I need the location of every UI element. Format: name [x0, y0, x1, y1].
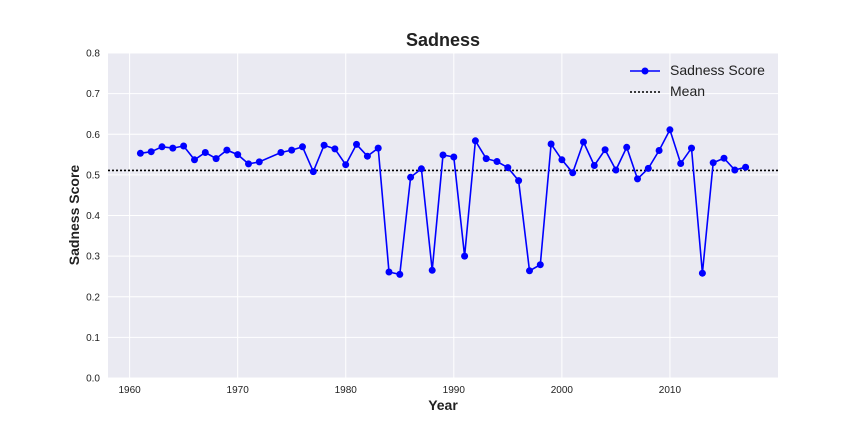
data-point — [331, 145, 339, 153]
data-point — [623, 143, 631, 151]
x-tick-label: 1980 — [335, 385, 358, 396]
y-tick-label: 0.5 — [86, 170, 100, 181]
x-tick-label: 2000 — [551, 385, 574, 396]
data-point — [580, 138, 587, 146]
data-point — [223, 146, 231, 154]
data-point — [288, 146, 296, 154]
data-point — [634, 175, 641, 183]
data-point — [136, 149, 144, 157]
legend-series-label: Sadness Score — [670, 62, 765, 78]
x-tick-label: 2010 — [659, 385, 682, 396]
data-point — [612, 166, 620, 174]
y-tick-label: 0.7 — [86, 89, 100, 100]
y-tick-label: 0.4 — [86, 211, 100, 222]
y-tick-label: 0.0 — [86, 374, 100, 385]
data-point — [374, 144, 382, 152]
data-point — [191, 156, 198, 164]
data-point — [158, 143, 166, 151]
legend: Sadness Score Mean — [630, 62, 765, 99]
data-point — [407, 173, 415, 181]
data-point — [385, 268, 393, 276]
data-point — [234, 151, 242, 159]
data-point — [309, 168, 317, 176]
data-point — [245, 160, 252, 168]
data-point — [320, 141, 328, 149]
x-axis-ticks: 1960 1970 1980 1990 2000 2010 — [118, 385, 681, 396]
data-point — [504, 164, 512, 172]
data-point — [342, 161, 350, 169]
legend-mean-label: Mean — [670, 83, 705, 99]
data-point — [201, 149, 209, 156]
data-point — [482, 155, 490, 163]
data-point — [417, 165, 425, 173]
data-point — [353, 140, 360, 148]
y-tick-label: 0.8 — [86, 49, 100, 60]
data-point — [644, 164, 652, 172]
data-point — [547, 140, 555, 148]
data-point — [536, 261, 544, 269]
data-point — [169, 144, 177, 152]
y-tick-label: 0.2 — [86, 292, 100, 303]
y-axis-ticks: 0.0 0.1 0.2 0.3 0.4 0.5 0.6 0.7 0.8 — [86, 49, 100, 385]
data-point — [666, 126, 674, 134]
y-tick-label: 0.3 — [86, 252, 100, 263]
data-point — [698, 269, 706, 277]
data-point — [363, 152, 371, 160]
data-point — [212, 155, 220, 163]
data-point — [709, 159, 717, 167]
data-point — [655, 147, 663, 154]
series-group — [136, 126, 750, 278]
x-axis-label: Year — [428, 397, 458, 413]
data-point — [299, 143, 306, 151]
y-axis-label: Sadness Score — [66, 165, 82, 266]
y-tick-label: 0.6 — [86, 130, 100, 141]
data-point — [255, 158, 263, 166]
data-point — [147, 148, 155, 156]
data-point — [601, 146, 609, 154]
data-point — [439, 151, 447, 159]
data-point — [558, 156, 566, 164]
x-tick-label: 1970 — [227, 385, 250, 396]
data-point — [590, 162, 598, 169]
data-point — [742, 163, 750, 171]
data-point — [720, 154, 728, 162]
data-point — [688, 144, 695, 152]
data-point — [180, 142, 188, 150]
data-point — [569, 169, 577, 177]
data-point — [731, 166, 739, 174]
data-point — [526, 267, 533, 275]
data-point — [277, 149, 285, 156]
data-point — [428, 266, 436, 274]
grid — [108, 52, 778, 379]
data-point — [450, 153, 458, 161]
data-point — [493, 158, 501, 165]
x-tick-label: 1990 — [443, 385, 466, 396]
data-point — [396, 270, 404, 278]
y-tick-label: 0.1 — [86, 333, 100, 344]
data-point — [515, 177, 523, 185]
legend-series-marker — [641, 67, 649, 75]
data-point — [471, 137, 479, 145]
data-point — [461, 252, 469, 260]
data-point — [677, 160, 685, 167]
x-tick-label: 1960 — [118, 385, 141, 396]
chart-title: Sadness — [406, 30, 480, 50]
